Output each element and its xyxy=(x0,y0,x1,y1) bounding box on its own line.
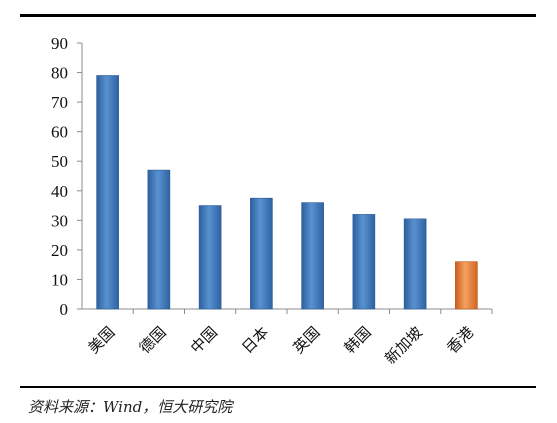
x-tick-label: 英国 xyxy=(290,323,324,357)
bar-5 xyxy=(352,214,376,310)
source-note: 资料来源：Wind，恒大研究院 xyxy=(28,398,233,416)
y-tick-label: 90 xyxy=(51,34,68,53)
x-tick-label: 新加坡 xyxy=(381,323,426,368)
y-tick-label: 50 xyxy=(51,152,68,171)
bar-3 xyxy=(250,197,273,310)
y-tick-label: 20 xyxy=(51,241,68,260)
y-tick-label: 10 xyxy=(51,270,68,289)
y-tick-label: 80 xyxy=(51,64,68,83)
x-tick-label: 日本 xyxy=(238,323,272,357)
x-tick-label: 香港 xyxy=(443,323,477,357)
y-tick-label: 70 xyxy=(51,93,68,112)
x-tick-label: 韩国 xyxy=(341,323,375,357)
bar-6 xyxy=(403,218,427,310)
y-tick-label: 60 xyxy=(51,123,68,142)
x-tick-label: 美国 xyxy=(85,323,119,357)
bar-4 xyxy=(301,202,324,310)
bar-0 xyxy=(96,75,119,310)
y-tick-label: 40 xyxy=(51,182,68,201)
bar-2 xyxy=(198,205,222,310)
y-tick-label: 0 xyxy=(60,300,69,319)
y-tick-label: 30 xyxy=(51,211,68,230)
bar-1 xyxy=(147,169,171,310)
chart-bars xyxy=(96,75,478,310)
bar-7 xyxy=(455,261,478,310)
x-tick-label: 中国 xyxy=(187,323,221,357)
chart-axes xyxy=(77,42,493,314)
bottom-rule xyxy=(20,386,536,388)
x-tick-label: 德国 xyxy=(136,323,170,357)
top-rule xyxy=(20,14,536,17)
